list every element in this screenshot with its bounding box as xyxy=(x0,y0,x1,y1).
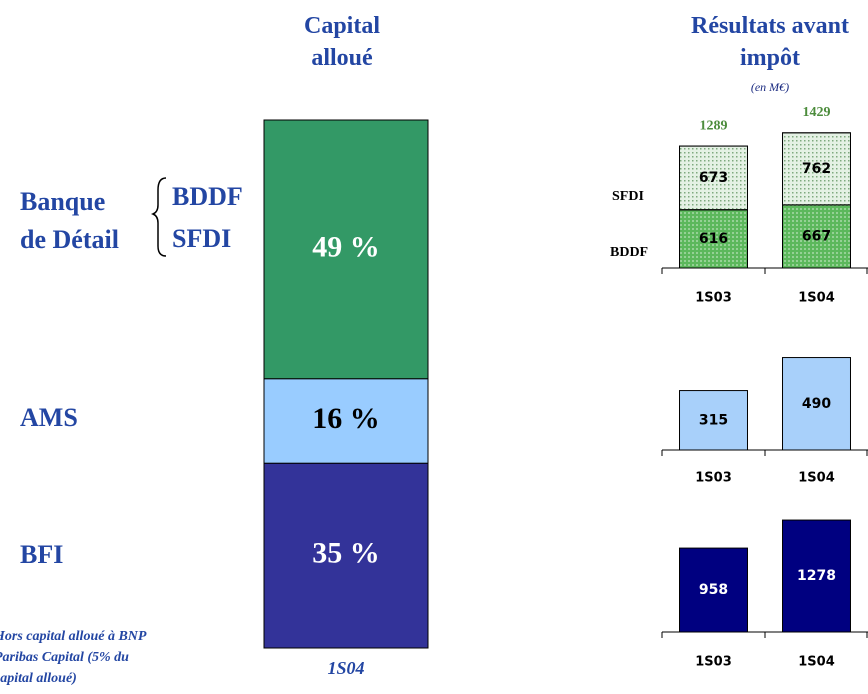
total-label: 1429 xyxy=(803,105,831,120)
x-tick-label: 1S04 xyxy=(798,471,835,486)
value-label: 49 % xyxy=(312,230,380,263)
bar xyxy=(263,119,429,380)
x-tick-label: 1S04 xyxy=(798,291,835,306)
bar-texture xyxy=(782,204,851,269)
sfdi-label: SFDI xyxy=(172,224,231,253)
x-tick-label: 1S03 xyxy=(695,291,732,306)
bar-texture xyxy=(679,145,748,211)
bracket xyxy=(150,177,167,257)
value-label: 958 xyxy=(699,582,728,598)
retail-label: Banque de Détail xyxy=(20,187,119,254)
bar xyxy=(679,390,748,451)
value-label: 1278 xyxy=(797,568,836,584)
bar xyxy=(263,462,429,649)
value-label: 315 xyxy=(699,412,728,428)
value-label: 490 xyxy=(802,396,831,412)
ams-label: AMS xyxy=(20,403,78,432)
x-tick-label: 1S03 xyxy=(695,471,732,486)
x-tick-label: 1S03 xyxy=(695,655,732,670)
legend-bddf: BDDF xyxy=(610,245,648,260)
x-tick-label: 1S04 xyxy=(327,658,364,678)
total-label: 1289 xyxy=(700,118,728,133)
value-label: 762 xyxy=(802,161,831,177)
bar-texture xyxy=(679,209,748,269)
bar xyxy=(782,519,851,633)
footnote: Hors capital alloué à BNP Paribas Capita… xyxy=(0,629,146,686)
value-label: 667 xyxy=(802,228,831,244)
results-title: Résultats avant impôt xyxy=(690,13,849,71)
capital-title: Capital alloué xyxy=(303,13,380,71)
value-label: 16 % xyxy=(312,402,380,435)
legend-sfdi: SFDI xyxy=(612,189,644,204)
bddf-label: BDDF xyxy=(172,182,243,211)
bfi-label: BFI xyxy=(20,540,63,569)
bar-texture xyxy=(782,132,851,206)
value-label: 35 % xyxy=(312,536,380,569)
value-label: 673 xyxy=(699,170,728,186)
bar xyxy=(679,547,748,633)
bar xyxy=(782,357,851,451)
x-tick-label: 1S04 xyxy=(798,655,835,670)
bar xyxy=(263,378,429,464)
results-subtitle: (en M€) xyxy=(750,80,790,94)
value-label: 616 xyxy=(699,231,728,247)
